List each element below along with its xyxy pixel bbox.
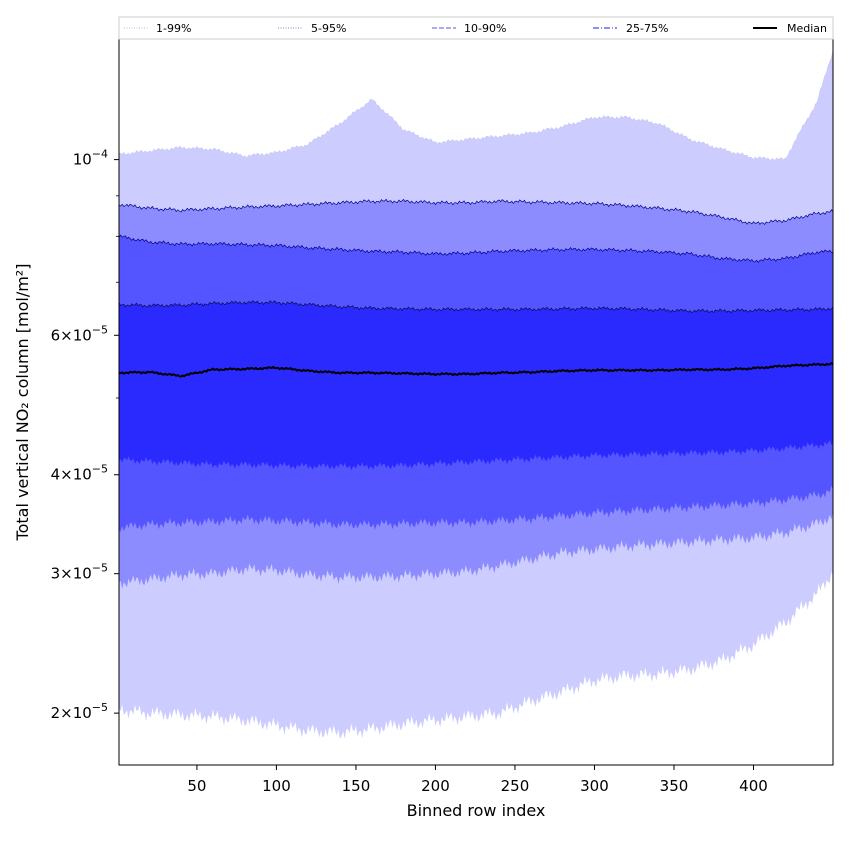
x-tick-label-50: 50 bbox=[187, 777, 206, 795]
legend-label-1: 5-95% bbox=[311, 22, 346, 35]
legend-label-2: 10-90% bbox=[464, 22, 506, 35]
x-axis-label: Binned row index bbox=[407, 801, 546, 820]
x-tick-label-150: 150 bbox=[342, 777, 371, 795]
y-tick-label: 2×10−5 bbox=[51, 701, 108, 722]
y-axis-label: Total vertical NO₂ column [mol/m²] bbox=[13, 264, 32, 542]
y-tick-label: 4×10−5 bbox=[51, 463, 108, 484]
legend-label-0: 1-99% bbox=[156, 22, 191, 35]
x-tick-label-250: 250 bbox=[501, 777, 530, 795]
x-axis: 50 100 150 200 250 300 350 400 bbox=[187, 765, 768, 795]
band-25-75 bbox=[119, 300, 833, 471]
y-tick-label: 10−4 bbox=[73, 148, 108, 169]
legend-label-4: Median bbox=[787, 22, 827, 35]
y-axis: 2×10−5 3×10−5 4×10−5 6×10−5 10−4 bbox=[51, 148, 119, 722]
line-5-95-upper bbox=[118, 198, 834, 226]
x-tick-label-350: 350 bbox=[660, 777, 689, 795]
x-tick-label-400: 400 bbox=[739, 777, 768, 795]
x-tick-label-100: 100 bbox=[262, 777, 291, 795]
line-median bbox=[119, 362, 834, 378]
line-1-99-upper bbox=[118, 50, 834, 161]
legend-label-3: 25-75% bbox=[626, 22, 668, 35]
legend-frame bbox=[118, 16, 834, 40]
band-layer bbox=[119, 50, 833, 740]
x-tick-label-300: 300 bbox=[580, 777, 609, 795]
line-10-90-upper bbox=[118, 234, 834, 263]
y-tick-label: 3×10−5 bbox=[51, 562, 108, 583]
x-tick-label-200: 200 bbox=[421, 777, 450, 795]
y-tick-label: 6×10−5 bbox=[51, 323, 108, 344]
line-25-75-upper bbox=[118, 300, 834, 314]
legend: 1-99% 5-95% 10-90% 25-75% Median bbox=[118, 16, 834, 40]
line-layer bbox=[118, 50, 834, 378]
